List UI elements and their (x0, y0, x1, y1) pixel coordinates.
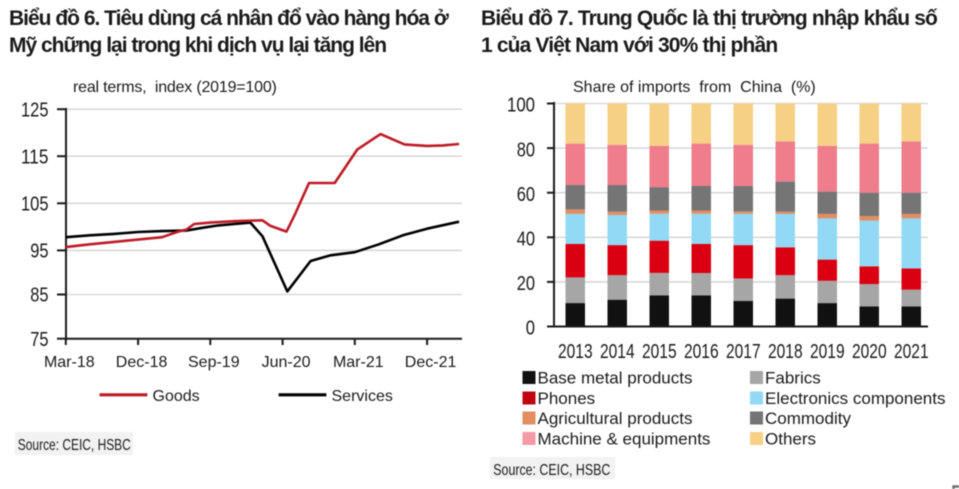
svg-text:20: 20 (517, 273, 535, 295)
svg-text:Machine & equipments: Machine & equipments (538, 430, 711, 449)
svg-text:60: 60 (517, 184, 535, 206)
svg-text:Source: CEIC, HSBC: Source: CEIC, HSBC (18, 437, 131, 454)
svg-text:2014: 2014 (600, 341, 635, 363)
svg-text:125: 125 (21, 99, 49, 121)
svg-text:Mar-21: Mar-21 (333, 354, 384, 371)
svg-text:Jun-20: Jun-20 (262, 354, 311, 371)
svg-text:0: 0 (526, 318, 535, 340)
svg-text:95: 95 (30, 241, 48, 263)
svg-text:Electronics components: Electronics components (765, 389, 945, 408)
svg-text:80: 80 (517, 139, 535, 161)
svg-text:Mar-18: Mar-18 (44, 354, 95, 371)
svg-text:Services: Services (332, 388, 393, 405)
svg-text:Dec-18: Dec-18 (116, 354, 168, 371)
svg-text:Others: Others (765, 430, 816, 449)
svg-text:Agricultural products: Agricultural products (538, 409, 693, 428)
svg-text:2015: 2015 (642, 341, 677, 363)
svg-text:Base metal products: Base metal products (538, 369, 693, 388)
svg-text:2021: 2021 (894, 341, 929, 363)
svg-text:real terms, index (2019=100): real terms, index (2019=100) (73, 79, 277, 96)
svg-text:Phones: Phones (538, 389, 596, 408)
svg-text:2016: 2016 (684, 341, 719, 363)
svg-text:2019: 2019 (810, 341, 845, 363)
svg-text:2013: 2013 (558, 341, 593, 363)
svg-text:75: 75 (30, 329, 48, 351)
svg-text:Dec-21: Dec-21 (405, 354, 457, 371)
svg-text:85: 85 (30, 285, 48, 307)
svg-text:2020: 2020 (852, 341, 887, 363)
svg-text:40: 40 (517, 229, 535, 251)
svg-text:105: 105 (21, 194, 49, 216)
svg-text:Goods: Goods (153, 388, 200, 405)
svg-text:2017: 2017 (726, 341, 761, 363)
svg-text:Sep-19: Sep-19 (188, 354, 240, 371)
svg-text:Commodity: Commodity (765, 409, 851, 428)
svg-text:Fabrics: Fabrics (765, 369, 821, 388)
svg-text:115: 115 (21, 146, 49, 168)
svg-text:100: 100 (507, 95, 535, 117)
svg-text:2018: 2018 (768, 341, 803, 363)
svg-text:Source: CEIC, HSBC: Source: CEIC, HSBC (493, 462, 610, 479)
svg-text:Share of imports from China: Share of imports from China (%) (573, 79, 816, 96)
